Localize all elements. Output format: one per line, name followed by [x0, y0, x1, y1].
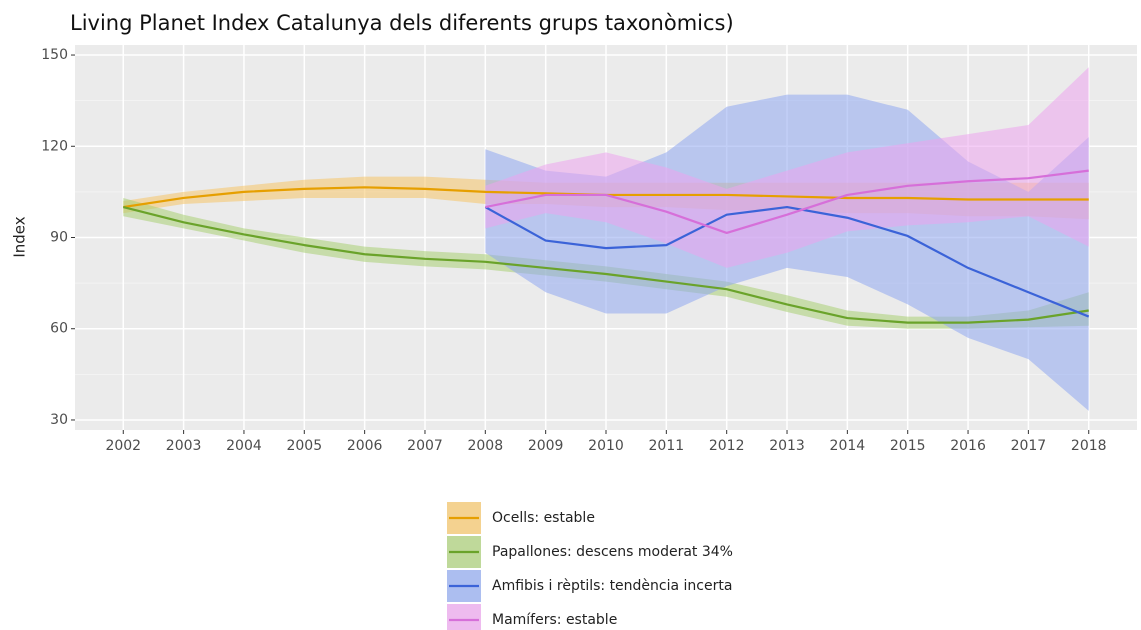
x-tick-label: 2011 — [649, 438, 685, 454]
series-line — [485, 169, 1089, 235]
x-tick-label: 2009 — [528, 438, 564, 454]
legend-label: Papallones: descens moderat 34% — [492, 544, 733, 560]
x-tick-label: 2010 — [588, 438, 624, 454]
x-tick-label: 2018 — [1071, 438, 1107, 454]
confidence-band — [485, 67, 1089, 268]
x-tick-label: 2015 — [890, 438, 926, 454]
x-tick-label: 2014 — [830, 438, 866, 454]
y-tick-label: 120 — [41, 138, 68, 154]
x-tick-label: 2002 — [105, 438, 141, 454]
y-tick-label: 60 — [50, 321, 68, 337]
y-tick-label: 150 — [41, 47, 68, 63]
legend-label: Ocells: estable — [492, 510, 595, 526]
x-tick-label: 2013 — [769, 438, 805, 454]
x-tick-label: 2017 — [1011, 438, 1047, 454]
x-tick-label: 2016 — [950, 438, 986, 454]
series-line — [484, 205, 1090, 318]
y-axis-label: Index — [11, 216, 29, 257]
y-tick-label: 90 — [50, 230, 68, 246]
x-tick-label: 2004 — [226, 438, 262, 454]
x-tick-label: 2005 — [286, 438, 322, 454]
legend-label: Mamífers: estable — [492, 612, 617, 628]
x-tick-label: 2012 — [709, 438, 745, 454]
chart-title: Living Planet Index Catalunya dels difer… — [70, 11, 734, 35]
series-line — [123, 206, 1089, 324]
x-tick-label: 2008 — [467, 438, 503, 454]
legend-key-band — [447, 604, 481, 630]
x-tick-label: 2007 — [407, 438, 443, 454]
y-tick-label: 30 — [50, 412, 68, 428]
x-tick-label: 2003 — [166, 438, 202, 454]
x-tick-label: 2006 — [347, 438, 383, 454]
legend-label: Amfibis i rèptils: tendència incerta — [492, 578, 732, 594]
